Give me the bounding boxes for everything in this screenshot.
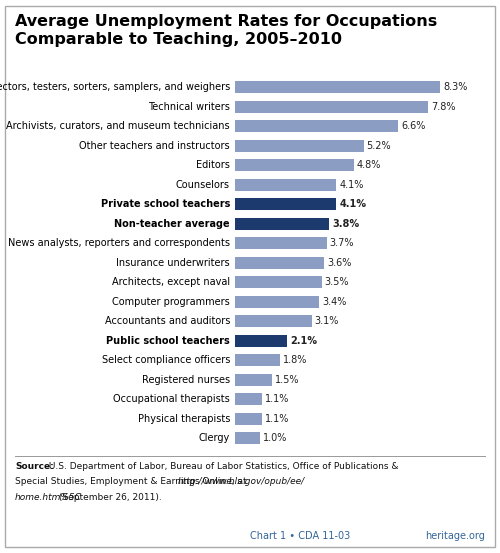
Text: 3.6%: 3.6% (327, 258, 351, 268)
Text: Source:: Source: (15, 462, 54, 471)
Bar (235, 276, 322, 288)
Text: News analysts, reporters and correspondents: News analysts, reporters and corresponde… (8, 238, 230, 248)
Text: Accountants and auditors: Accountants and auditors (104, 316, 230, 326)
Text: Special Studies, Employment & Earnings Online, at: Special Studies, Employment & Earnings O… (15, 477, 250, 486)
Bar (235, 120, 398, 132)
Text: Public school teachers: Public school teachers (106, 336, 230, 346)
Text: Insurance underwriters: Insurance underwriters (116, 258, 230, 268)
Bar (235, 315, 312, 327)
Text: Non-teacher average: Non-teacher average (114, 218, 230, 229)
Bar (235, 354, 280, 366)
Text: Archivists, curators, and museum technicians: Archivists, curators, and museum technic… (6, 121, 230, 131)
Text: Private school teachers: Private school teachers (100, 199, 230, 209)
Bar (235, 296, 319, 307)
Text: 4.8%: 4.8% (356, 160, 381, 170)
Text: Average Unemployment Rates for Occupations
Comparable to Teaching, 2005–2010: Average Unemployment Rates for Occupatio… (15, 14, 437, 47)
Text: 1.0%: 1.0% (262, 433, 287, 443)
Text: 3.7%: 3.7% (330, 238, 354, 248)
Bar (235, 373, 272, 385)
Text: 5.2%: 5.2% (366, 141, 391, 151)
Text: Clergy: Clergy (198, 433, 230, 443)
Bar (235, 159, 354, 171)
Text: Select compliance officers: Select compliance officers (102, 355, 230, 365)
Text: 3.8%: 3.8% (332, 218, 359, 229)
Text: U.S. Department of Labor, Bureau of Labor Statistics, Office of Publications &: U.S. Department of Labor, Bureau of Labo… (46, 462, 399, 471)
Bar (235, 198, 336, 210)
Text: 4.1%: 4.1% (340, 180, 364, 190)
Text: 3.4%: 3.4% (322, 296, 346, 307)
Bar (235, 335, 287, 347)
Bar (235, 432, 260, 444)
Text: Technical writers: Technical writers (148, 102, 230, 112)
Text: (September 26, 2011).: (September 26, 2011). (56, 493, 162, 502)
Text: 3.1%: 3.1% (314, 316, 339, 326)
Bar (235, 413, 262, 425)
Text: http://www.bls.gov/opub/ee/: http://www.bls.gov/opub/ee/ (178, 477, 305, 486)
Text: home.htm%5C: home.htm%5C (15, 493, 82, 502)
Text: Physical therapists: Physical therapists (138, 414, 230, 424)
Bar (235, 101, 428, 113)
Text: Computer programmers: Computer programmers (112, 296, 230, 307)
Text: 6.6%: 6.6% (401, 121, 425, 131)
Text: Editors: Editors (196, 160, 230, 170)
Text: 1.5%: 1.5% (275, 374, 299, 384)
Bar (235, 140, 364, 152)
Bar (235, 237, 326, 249)
Bar (235, 218, 329, 229)
Text: Chart 1 • CDA 11-03: Chart 1 • CDA 11-03 (250, 531, 350, 541)
Text: 1.1%: 1.1% (265, 394, 289, 404)
Text: 1.8%: 1.8% (282, 355, 307, 365)
Bar (235, 393, 262, 405)
Text: 3.5%: 3.5% (324, 277, 349, 287)
Text: Architects, except naval: Architects, except naval (112, 277, 230, 287)
Text: Occupational therapists: Occupational therapists (113, 394, 230, 404)
Bar (235, 179, 336, 191)
Text: 7.8%: 7.8% (431, 102, 456, 112)
Text: Registered nurses: Registered nurses (142, 374, 230, 384)
Text: 8.3%: 8.3% (444, 82, 468, 92)
Text: Counselors: Counselors (176, 180, 230, 190)
Bar (235, 81, 440, 93)
Text: 4.1%: 4.1% (340, 199, 366, 209)
Text: 1.1%: 1.1% (265, 414, 289, 424)
Text: 2.1%: 2.1% (290, 336, 317, 346)
Text: heritage.org: heritage.org (425, 531, 485, 541)
Bar (235, 257, 324, 269)
Text: Inspectors, testers, sorters, samplers, and weighers: Inspectors, testers, sorters, samplers, … (0, 82, 230, 92)
Text: Other teachers and instructors: Other teachers and instructors (80, 141, 230, 151)
